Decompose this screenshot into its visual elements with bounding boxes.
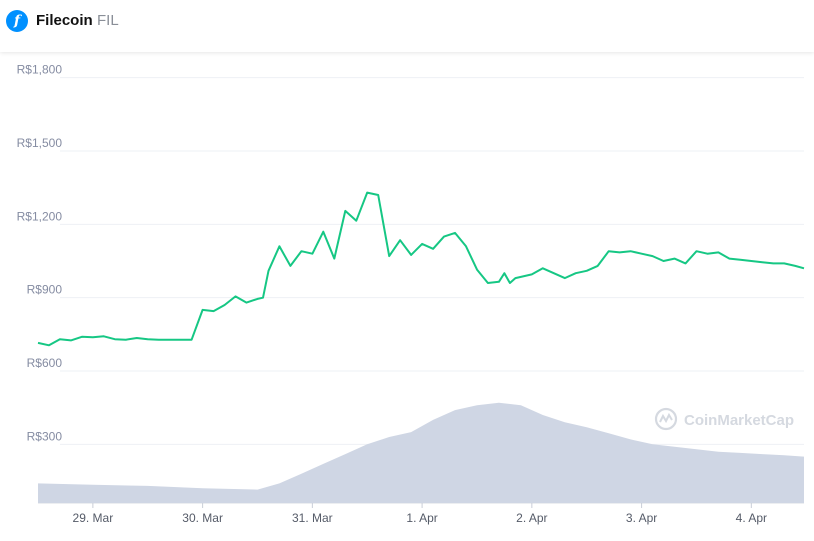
x-tick-label: 30. Mar xyxy=(182,511,223,525)
coinmarketcap-watermark: CoinMarketCap xyxy=(654,407,794,431)
y-tick-label: R$1,200 xyxy=(17,209,63,223)
x-tick-label: 3. Apr xyxy=(626,511,657,525)
volume-area xyxy=(38,402,804,503)
coin-header: f Filecoin FIL xyxy=(0,0,814,52)
chart-svg[interactable]: CoinMarketCap R$300 R$600 R$900 R$1,200 R$1,… xyxy=(0,52,814,536)
x-tick-label: 1. Apr xyxy=(406,511,437,525)
y-tick-label: R$1,800 xyxy=(17,63,63,77)
x-tick-label: 4. Apr xyxy=(736,511,767,525)
coinmarketcap-logo-icon xyxy=(654,407,678,431)
y-tick-label: R$300 xyxy=(27,429,63,443)
y-tick-label: R$900 xyxy=(27,283,63,297)
filecoin-logo-icon: f xyxy=(6,10,28,32)
x-tick-label: 2. Apr xyxy=(516,511,547,525)
price-line-path xyxy=(37,191,805,347)
y-axis-ticks: R$300 R$600 R$900 R$1,200 R$1,500 R$1,800 xyxy=(17,63,63,444)
x-axis-ticks: 29. Mar 30. Mar 31. Mar 1. Apr 2. Apr 3. Apr 4… xyxy=(73,503,767,525)
y-tick-label: R$600 xyxy=(27,356,63,370)
coin-symbol: FIL xyxy=(97,12,119,29)
x-tick-label: 29. Mar xyxy=(73,511,114,525)
price-line xyxy=(37,191,805,347)
x-tick-label: 31. Mar xyxy=(292,511,333,525)
coin-name: Filecoin xyxy=(36,12,93,29)
volume-area-path xyxy=(38,402,804,503)
watermark-text: CoinMarketCap xyxy=(684,412,794,429)
y-tick-label: R$1,500 xyxy=(17,136,63,150)
price-chart[interactable]: CoinMarketCap R$300 R$600 R$900 R$1,200 R$1,… xyxy=(0,52,814,536)
